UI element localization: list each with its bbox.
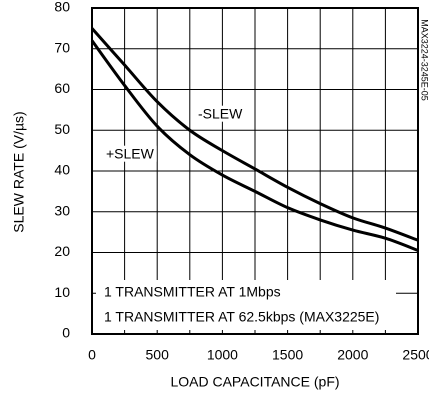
y-tick-label: 0 xyxy=(62,325,70,341)
annotation: 1 TRANSMITTER AT 1Mbps xyxy=(104,284,281,300)
y-tick-label: 20 xyxy=(54,243,70,259)
y-tick-label: 40 xyxy=(54,162,70,178)
x-tick-label: 0 xyxy=(88,347,96,363)
y-tick-label: 30 xyxy=(54,202,70,218)
y-tick-label: 50 xyxy=(54,121,70,137)
y-tick-label: 10 xyxy=(54,284,70,300)
side-note: MAX3224-3245E-05 xyxy=(420,19,429,101)
x-axis-label: LOAD CAPACITANCE (pF) xyxy=(170,374,339,390)
x-tick-label: 1000 xyxy=(207,347,238,363)
y-tick-label: 60 xyxy=(54,80,70,96)
series-label: +SLEW xyxy=(106,146,155,162)
x-tick-label: 2000 xyxy=(337,347,368,363)
y-tick-label: 70 xyxy=(54,39,70,55)
series-label-bg xyxy=(196,105,246,122)
series-label: -SLEW xyxy=(198,106,243,122)
x-tick-label: 1500 xyxy=(272,347,303,363)
y-tick-label: 80 xyxy=(54,0,70,15)
annotation-box xyxy=(96,280,396,330)
series-label-bg xyxy=(104,145,157,162)
y-axis-label: SLEW RATE (V/µs) xyxy=(11,111,27,232)
series-line xyxy=(90,27,419,242)
x-tick-label: 2500 xyxy=(402,347,429,363)
series-line xyxy=(90,39,419,252)
annotation: 1 TRANSMITTER AT 62.5kbps (MAX3225E) xyxy=(104,309,379,325)
x-tick-label: 500 xyxy=(146,347,170,363)
plot-frame xyxy=(91,7,419,335)
